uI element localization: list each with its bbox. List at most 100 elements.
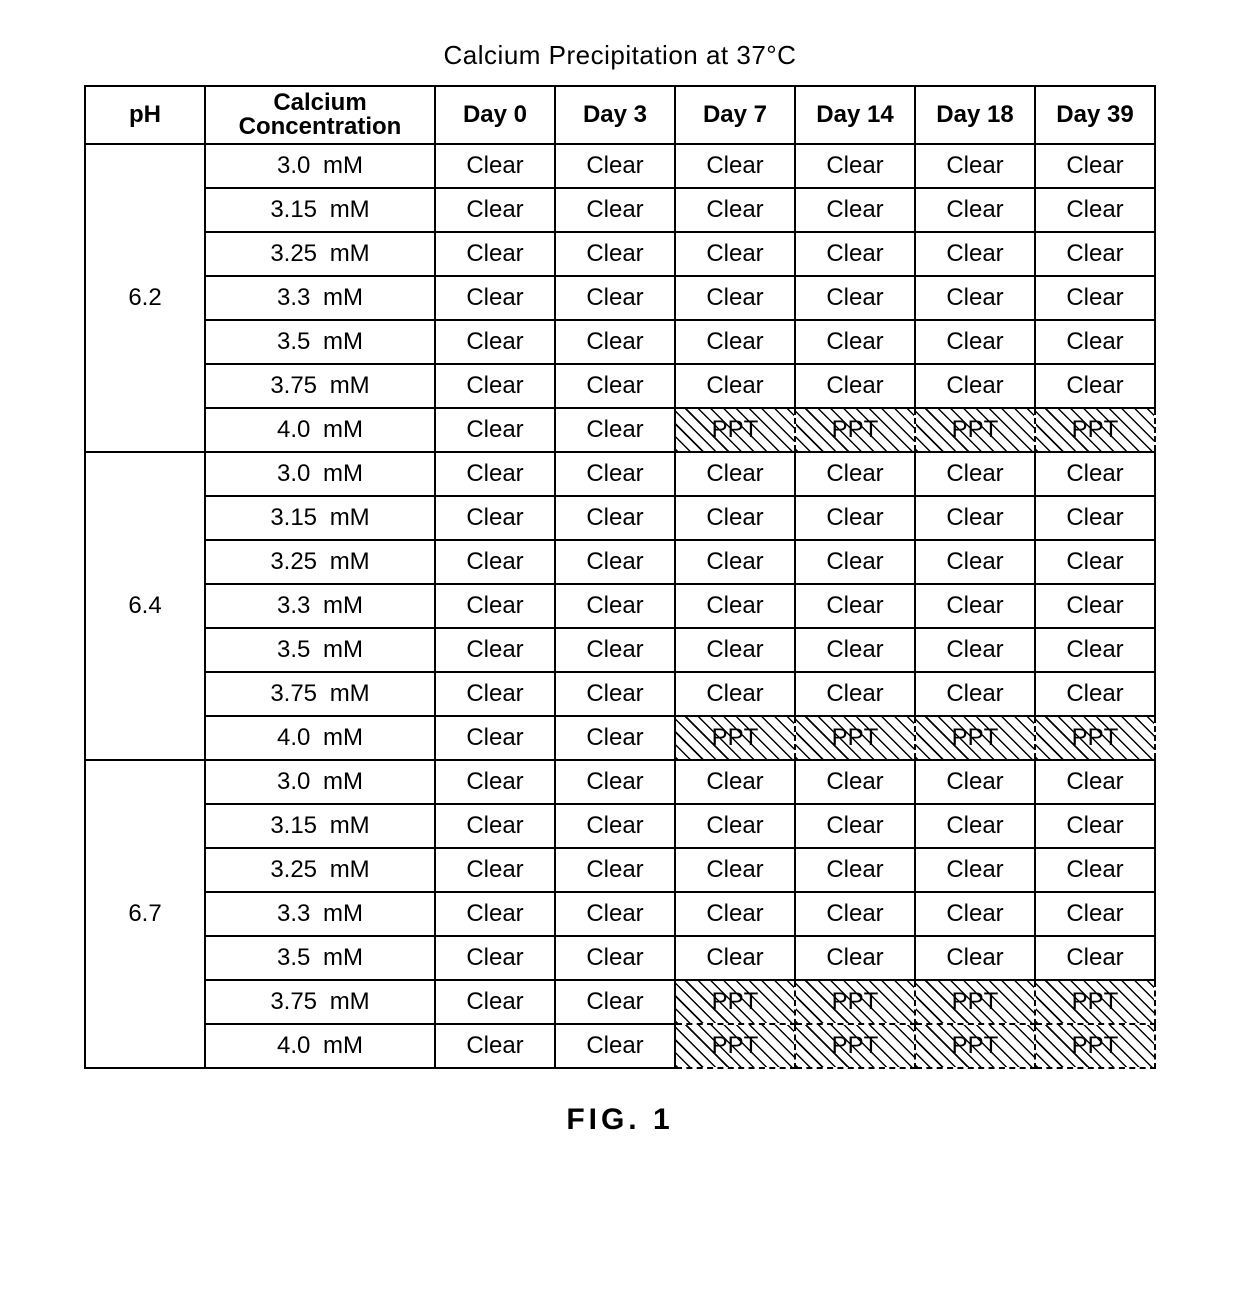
value-cell: Clear — [675, 144, 795, 188]
value-cell: Clear — [795, 320, 915, 364]
value-text: Clear — [706, 636, 763, 663]
value-cell: Clear — [555, 672, 675, 716]
value-cell: Clear — [435, 848, 555, 892]
value-text: Clear — [466, 1032, 523, 1059]
value-text: Clear — [946, 944, 1003, 971]
value-cell: Clear — [555, 936, 675, 980]
value-cell: Clear — [675, 936, 795, 980]
value-cell: Clear — [675, 584, 795, 628]
value-cell: Clear — [675, 452, 795, 496]
value-text: PPT — [950, 1032, 1001, 1059]
value-text: Clear — [1066, 812, 1123, 839]
value-cell: Clear — [675, 232, 795, 276]
value-cell: Clear — [555, 584, 675, 628]
table-row: 6.73.0 mMClearClearClearClearClearClear — [85, 760, 1155, 804]
table-row: 3.5 mMClearClearClearClearClearClear — [85, 628, 1155, 672]
value-text: Clear — [586, 372, 643, 399]
value-cell: Clear — [795, 232, 915, 276]
value-text: Clear — [1066, 944, 1123, 971]
value-cell: Clear — [675, 804, 795, 848]
value-cell: Clear — [555, 628, 675, 672]
header-day-39: Day 39 — [1035, 86, 1155, 144]
value-text: Clear — [826, 592, 883, 619]
concentration-cell: 3.25 mM — [205, 540, 435, 584]
value-text: Clear — [1066, 900, 1123, 927]
concentration-cell: 3.75 mM — [205, 980, 435, 1024]
value-cell: Clear — [435, 628, 555, 672]
value-text: Clear — [466, 416, 523, 443]
concentration-cell: 3.5 mM — [205, 936, 435, 980]
value-cell: Clear — [1035, 760, 1155, 804]
value-text: Clear — [586, 460, 643, 487]
header-ph: pH — [85, 86, 205, 144]
table-row: 3.3 mMClearClearClearClearClearClear — [85, 892, 1155, 936]
value-cell: Clear — [1035, 848, 1155, 892]
value-cell: Clear — [795, 144, 915, 188]
value-text: Clear — [946, 900, 1003, 927]
value-cell: Clear — [915, 232, 1035, 276]
value-cell: Clear — [435, 364, 555, 408]
value-text: Clear — [706, 768, 763, 795]
table-row: 3.25 mMClearClearClearClearClearClear — [85, 540, 1155, 584]
value-text: PPT — [950, 724, 1001, 751]
concentration-cell: 3.25 mM — [205, 232, 435, 276]
value-cell: Clear — [1035, 804, 1155, 848]
header-day-0: Day 0 — [435, 86, 555, 144]
value-cell: Clear — [435, 760, 555, 804]
value-cell: Clear — [555, 540, 675, 584]
value-cell: Clear — [1035, 672, 1155, 716]
value-text: Clear — [946, 196, 1003, 223]
value-text: Clear — [1066, 372, 1123, 399]
value-text: Clear — [586, 504, 643, 531]
value-cell: Clear — [1035, 540, 1155, 584]
value-cell: Clear — [555, 232, 675, 276]
value-text: Clear — [946, 856, 1003, 883]
value-text: Clear — [586, 592, 643, 619]
value-cell: Clear — [1035, 364, 1155, 408]
value-text: Clear — [826, 812, 883, 839]
value-cell: Clear — [555, 144, 675, 188]
value-cell: Clear — [555, 848, 675, 892]
value-text: Clear — [1066, 284, 1123, 311]
value-text: PPT — [950, 988, 1001, 1015]
value-text: Clear — [586, 548, 643, 575]
value-text: Clear — [1066, 548, 1123, 575]
table-body: 6.23.0 mMClearClearClearClearClearClear3… — [85, 144, 1155, 1068]
value-text: Clear — [466, 152, 523, 179]
value-text: Clear — [586, 416, 643, 443]
header-calcium-concentration: Calcium Concentration — [205, 86, 435, 144]
value-cell: Clear — [435, 716, 555, 760]
value-text: Clear — [1066, 856, 1123, 883]
value-text: Clear — [826, 680, 883, 707]
value-text: Clear — [586, 196, 643, 223]
value-text: Clear — [826, 328, 883, 355]
value-cell: Clear — [795, 804, 915, 848]
table-row: 3.3 mMClearClearClearClearClearClear — [85, 276, 1155, 320]
value-cell: Clear — [435, 320, 555, 364]
value-text: Clear — [946, 460, 1003, 487]
value-cell: Clear — [795, 628, 915, 672]
concentration-cell: 4.0 mM — [205, 1024, 435, 1068]
value-cell: Clear — [555, 892, 675, 936]
value-cell: Clear — [675, 540, 795, 584]
value-cell: Clear — [1035, 892, 1155, 936]
value-cell-ppt: PPT — [915, 980, 1035, 1024]
value-text: Clear — [946, 504, 1003, 531]
header-day-18: Day 18 — [915, 86, 1035, 144]
value-cell: Clear — [555, 980, 675, 1024]
table-row: 3.75 mMClearClearPPTPPTPPTPPT — [85, 980, 1155, 1024]
value-text: Clear — [706, 460, 763, 487]
value-cell-ppt: PPT — [795, 1024, 915, 1068]
value-cell: Clear — [435, 936, 555, 980]
value-cell: Clear — [915, 936, 1035, 980]
value-text: Clear — [1066, 152, 1123, 179]
value-text: Clear — [946, 812, 1003, 839]
value-text: Clear — [586, 636, 643, 663]
value-cell: Clear — [555, 188, 675, 232]
value-text: Clear — [706, 372, 763, 399]
value-cell: Clear — [675, 848, 795, 892]
value-text: Clear — [466, 812, 523, 839]
value-text: Clear — [946, 548, 1003, 575]
value-text: Clear — [586, 284, 643, 311]
value-text: PPT — [710, 724, 761, 751]
